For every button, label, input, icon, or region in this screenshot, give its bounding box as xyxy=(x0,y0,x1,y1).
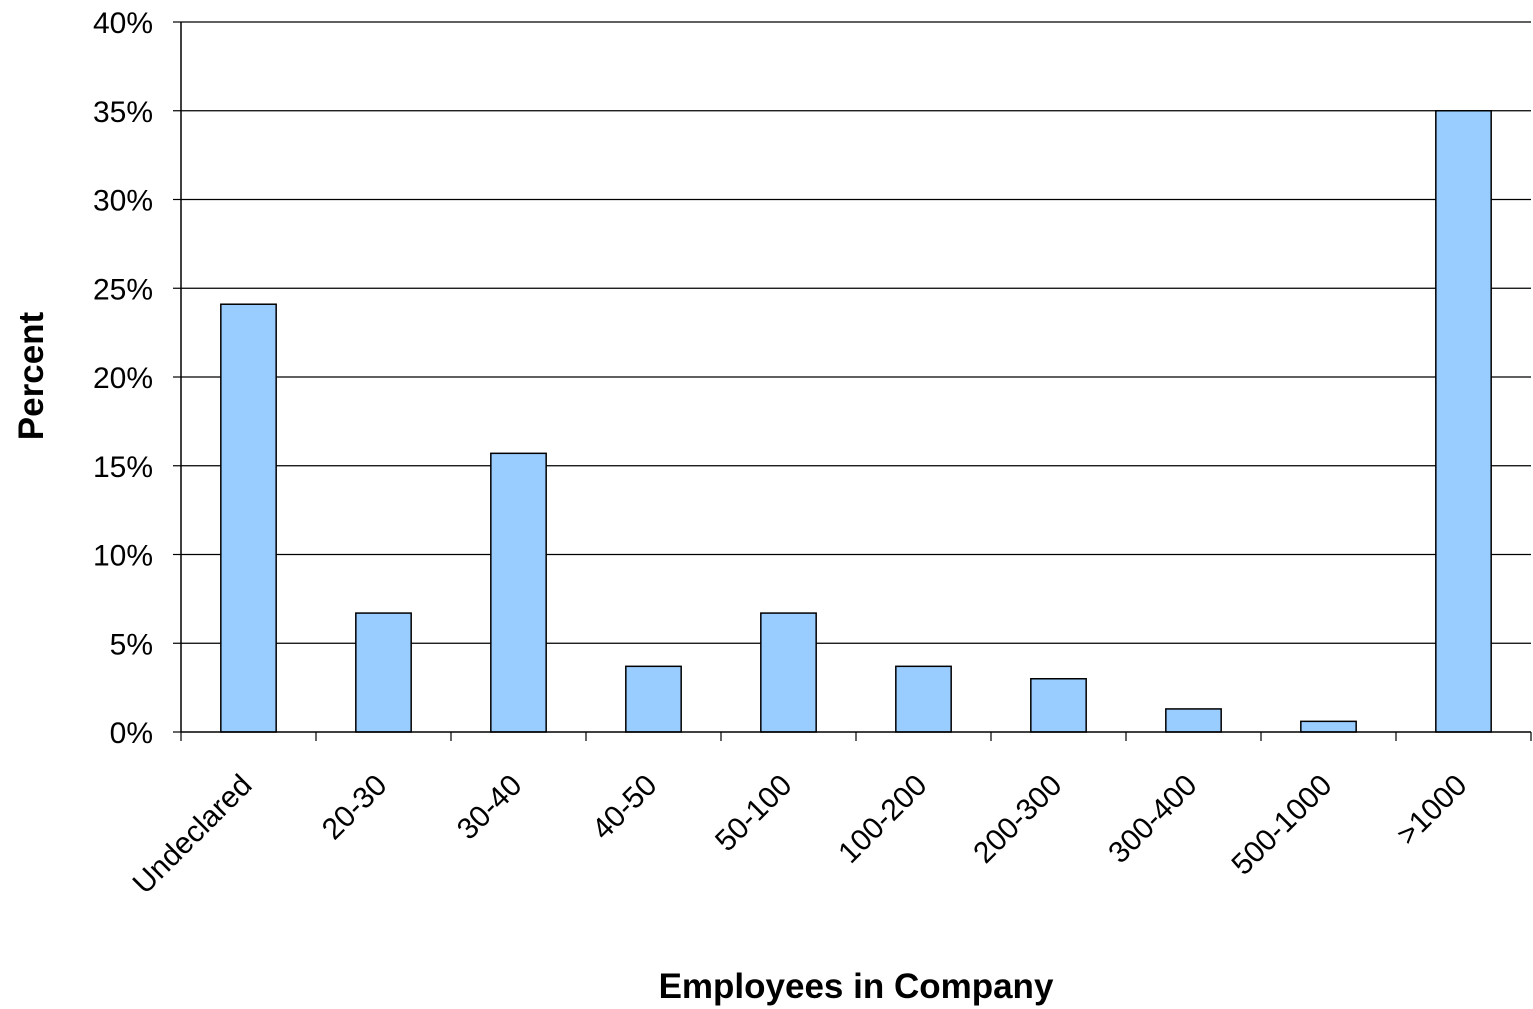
y-tick-label: 10% xyxy=(93,540,153,573)
x-tick-label: 200-300 xyxy=(967,769,1068,870)
axes xyxy=(173,21,1532,741)
bar-1000 xyxy=(1435,110,1492,733)
bar-500-1000 xyxy=(1300,720,1357,733)
x-tick-label: >1000 xyxy=(1391,769,1474,852)
y-tick-label: 40% xyxy=(93,7,153,40)
bar-30-40 xyxy=(490,452,547,733)
x-axis-title: Employees in Company xyxy=(659,967,1054,1006)
y-tick-label: 15% xyxy=(93,451,153,484)
y-tick-label: 5% xyxy=(110,628,153,661)
bar-undeclared xyxy=(220,303,277,733)
x-tick-label: 100-200 xyxy=(832,769,933,870)
bar-40-50 xyxy=(625,665,682,733)
x-tick-label: 20-30 xyxy=(316,769,394,847)
y-tick-labels: 0% 5% 10% 15% 20% 25% 30% 35% 40% xyxy=(93,7,153,750)
bar-20-30 xyxy=(355,612,412,733)
bar-100-200 xyxy=(895,665,952,733)
bar-200-300 xyxy=(1030,678,1087,733)
y-tick-label: 35% xyxy=(93,96,153,129)
x-tick-label: 50-100 xyxy=(709,769,798,858)
grid-lines xyxy=(181,21,1531,644)
y-axis-title: Percent xyxy=(12,311,51,440)
x-tick-labels: Undeclared 20-30 30-40 40-50 50-100 100-200 20… xyxy=(127,769,1474,901)
y-tick-label: 20% xyxy=(93,362,153,395)
x-tick-label: 500-1000 xyxy=(1225,769,1338,882)
y-tick-label: 25% xyxy=(93,273,153,306)
y-tick-label: 30% xyxy=(93,185,153,218)
bar-series xyxy=(220,110,1492,733)
x-tick-label: 40-50 xyxy=(586,769,664,847)
bar-50-100 xyxy=(760,612,817,733)
x-tick-label: 300-400 xyxy=(1102,769,1203,870)
bar-300-400 xyxy=(1165,708,1222,733)
x-tick-label: 30-40 xyxy=(451,769,529,847)
x-tick-label: Undeclared xyxy=(127,769,259,901)
y-tick-label: 0% xyxy=(110,717,153,750)
